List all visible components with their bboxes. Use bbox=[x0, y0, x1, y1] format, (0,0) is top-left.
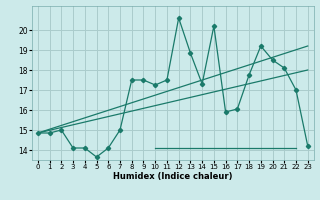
X-axis label: Humidex (Indice chaleur): Humidex (Indice chaleur) bbox=[113, 172, 233, 181]
